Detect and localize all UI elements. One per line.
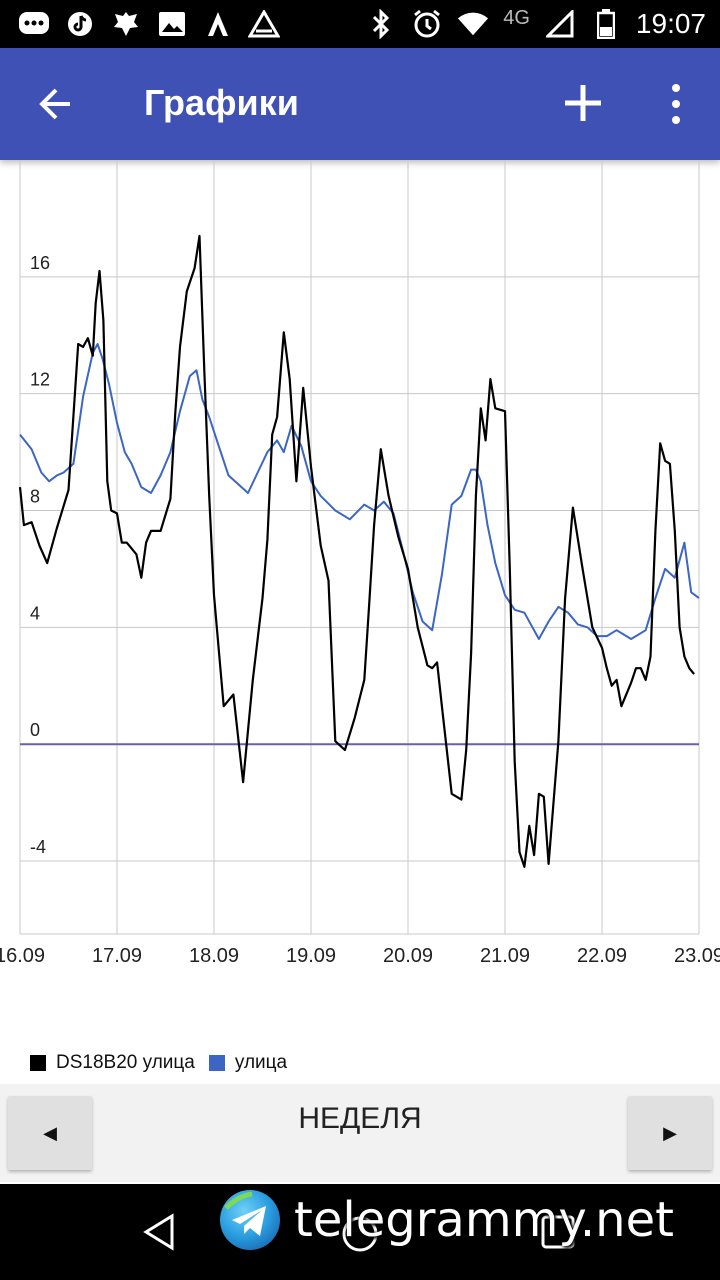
temperature-chart[interactable]: 16.09 17.09 18.09 19.09 20.09 21.09 22.09 23.09… xyxy=(0,160,720,980)
x-tick-label: 18.09 xyxy=(189,945,239,967)
x-tick-label: 17.09 xyxy=(92,945,142,967)
coat-of-arms-icon xyxy=(110,8,142,40)
chart-legend: DS18B20 улица улица xyxy=(30,1052,287,1074)
y-tick-label: -4 xyxy=(30,837,46,857)
x-tick-label: 23.09 xyxy=(674,945,720,967)
warning-icon xyxy=(248,8,280,40)
x-tick-label: 19.09 xyxy=(286,945,336,967)
app-bar: Графики xyxy=(0,48,720,160)
chart-svg: 16.09 17.09 18.09 19.09 20.09 21.09 22.09 23.09… xyxy=(0,160,720,967)
more-vert-icon[interactable] xyxy=(664,82,688,126)
y-tick-label: 0 xyxy=(30,720,40,740)
period-label: НЕДЕЛЯ xyxy=(298,1102,422,1135)
image-icon xyxy=(156,8,188,40)
page-title: Графики xyxy=(144,82,299,123)
series-line-ds18b20 xyxy=(18,234,695,868)
y-tick-label: 8 xyxy=(30,486,40,506)
activity-icon xyxy=(202,8,234,40)
y-tick-label: 16 xyxy=(30,253,50,273)
legend-swatch-ulitsa xyxy=(208,1055,225,1071)
next-period-button[interactable]: ▶ xyxy=(628,1096,712,1170)
y-tick-label: 12 xyxy=(30,370,50,390)
period-controls: ◀ НЕДЕЛЯ ▶ xyxy=(0,1084,720,1182)
nav-recents-icon[interactable] xyxy=(540,1214,576,1250)
legend-swatch-ds18b20 xyxy=(30,1055,46,1071)
arrow-back-icon[interactable] xyxy=(36,84,76,124)
legend-label-ulitsa: улица xyxy=(234,1052,288,1073)
battery-icon xyxy=(590,8,622,40)
network-type-label: 4G xyxy=(503,6,530,29)
status-bar: 4G 19:07 xyxy=(0,0,720,48)
alarm-icon xyxy=(411,8,443,40)
x-tick-label: 16.09 xyxy=(0,945,45,967)
clock: 19:07 xyxy=(635,8,706,39)
system-nav-bar xyxy=(0,1184,720,1280)
message-icon xyxy=(18,8,50,40)
wifi-icon xyxy=(457,8,489,40)
x-tick-label: 21.09 xyxy=(480,945,530,967)
telegram-logo-icon xyxy=(218,1188,282,1252)
series-line-ulitsa xyxy=(19,343,700,640)
legend-label-ds18b20: DS18B20 улица xyxy=(56,1052,195,1073)
nav-back-icon[interactable] xyxy=(140,1212,180,1252)
watermark: telegrammy.net xyxy=(218,1188,674,1252)
prev-period-button[interactable]: ◀ xyxy=(8,1096,92,1170)
nav-home-icon[interactable] xyxy=(340,1214,380,1254)
bluetooth-icon xyxy=(365,8,397,40)
y-tick-label: 4 xyxy=(30,603,40,623)
x-tick-label: 20.09 xyxy=(383,945,433,967)
signal-icon xyxy=(544,8,576,40)
plus-icon[interactable] xyxy=(562,82,604,124)
watermark-text: telegrammy.net xyxy=(294,1192,674,1248)
x-tick-label: 22.09 xyxy=(577,945,627,967)
tiktok-icon xyxy=(64,8,96,40)
